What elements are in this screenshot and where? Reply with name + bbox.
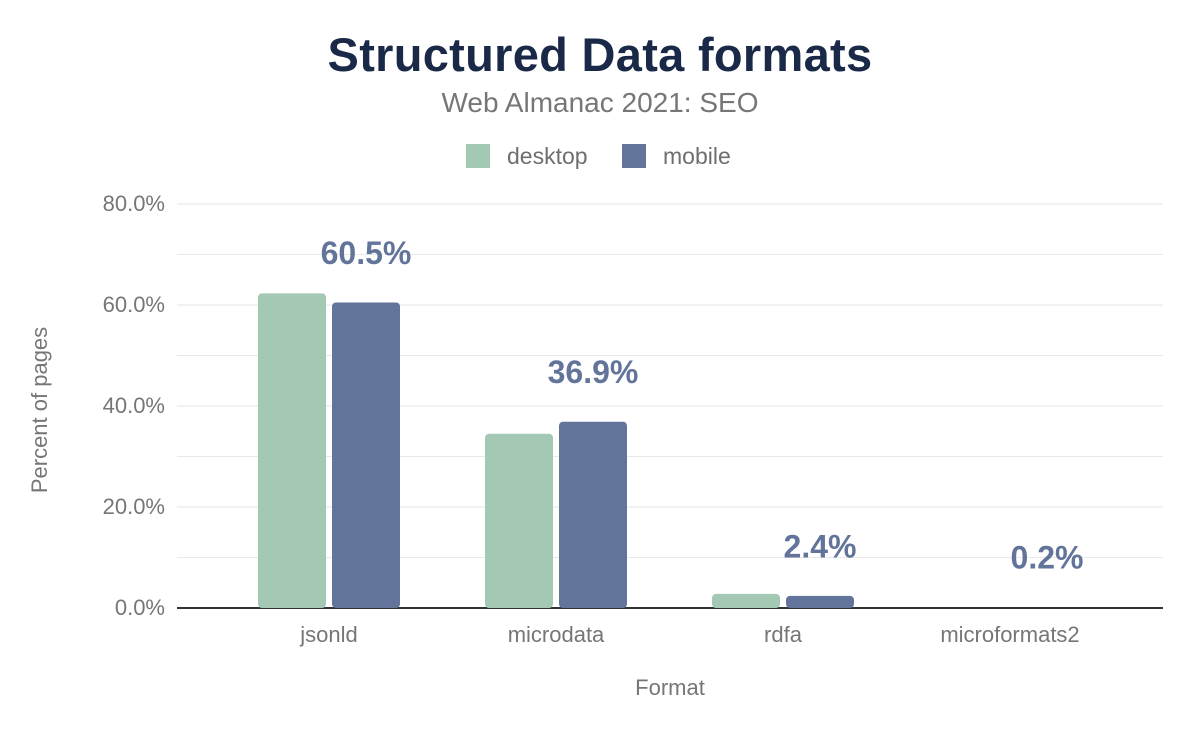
- svg-text:80.0%: 80.0%: [103, 191, 165, 216]
- svg-text:microformats2: microformats2: [940, 622, 1079, 647]
- svg-text:Format: Format: [635, 675, 705, 700]
- svg-text:60.0%: 60.0%: [103, 292, 165, 317]
- svg-text:microdata: microdata: [508, 622, 605, 647]
- svg-text:0.2%: 0.2%: [1011, 540, 1084, 576]
- svg-text:jsonld: jsonld: [299, 622, 357, 647]
- svg-text:Percent of pages: Percent of pages: [27, 327, 52, 493]
- svg-text:20.0%: 20.0%: [103, 494, 165, 519]
- svg-text:36.9%: 36.9%: [548, 354, 639, 390]
- svg-text:2.4%: 2.4%: [784, 528, 857, 564]
- svg-text:rdfa: rdfa: [764, 622, 803, 647]
- svg-text:60.5%: 60.5%: [321, 235, 412, 271]
- svg-text:0.0%: 0.0%: [115, 595, 165, 620]
- svg-text:40.0%: 40.0%: [103, 393, 165, 418]
